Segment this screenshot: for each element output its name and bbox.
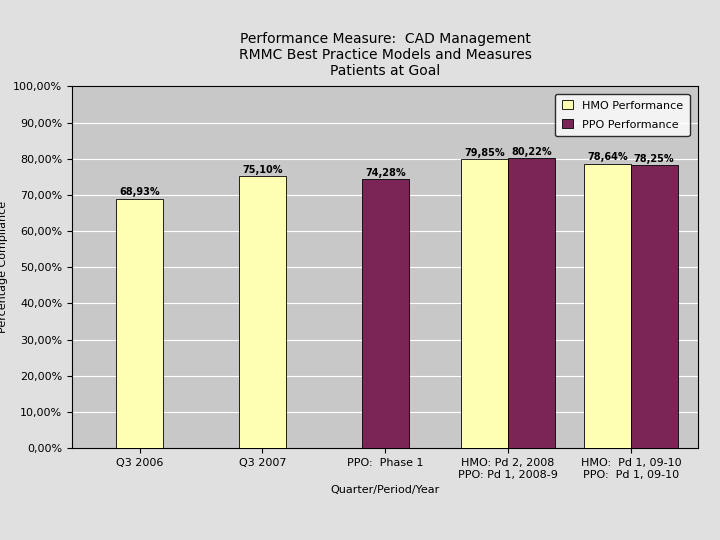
Text: 78,25%: 78,25% (634, 154, 675, 164)
Bar (462, 159, 508, 448)
Text: 80,22%: 80,22% (511, 146, 552, 157)
Text: 74,28%: 74,28% (365, 168, 405, 178)
Bar (508, 158, 554, 448)
Bar (631, 165, 678, 448)
Legend: HMO Performance, PPO Performance: HMO Performance, PPO Performance (555, 94, 690, 136)
Title: Performance Measure:  CAD Management
RMMC Best Practice Models and Measures
Pati: Performance Measure: CAD Management RMMC… (239, 32, 531, 78)
Y-axis label: Percentage Compliance: Percentage Compliance (0, 201, 8, 333)
Bar (116, 199, 163, 448)
Bar (362, 179, 408, 448)
Bar (239, 177, 286, 448)
Text: 79,85%: 79,85% (464, 148, 505, 158)
X-axis label: Quarter/Period/Year: Quarter/Period/Year (330, 485, 440, 495)
Text: 78,64%: 78,64% (588, 152, 628, 162)
Text: 68,93%: 68,93% (120, 187, 160, 197)
Bar (584, 164, 631, 448)
Text: 75,10%: 75,10% (242, 165, 283, 175)
